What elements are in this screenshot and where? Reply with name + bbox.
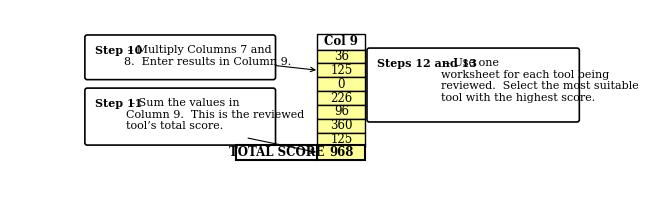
Text: 226: 226 [330, 92, 353, 105]
Text: Col 9: Col 9 [325, 35, 358, 48]
Text: Step 10: Step 10 [95, 45, 142, 56]
FancyBboxPatch shape [318, 63, 365, 77]
Text: Step 11: Step 11 [95, 98, 142, 109]
Text: – Use one
worksheet for each tool being
reviewed.  Select the most suitable
tool: – Use one worksheet for each tool being … [441, 58, 638, 103]
FancyBboxPatch shape [318, 50, 365, 63]
FancyBboxPatch shape [85, 88, 275, 145]
FancyBboxPatch shape [318, 133, 365, 147]
FancyBboxPatch shape [318, 91, 365, 105]
Text: 36: 36 [334, 50, 349, 63]
Text: – Sum the values in
Column 9.  This is the reviewed
tool’s total score.: – Sum the values in Column 9. This is th… [126, 98, 304, 131]
FancyBboxPatch shape [85, 35, 275, 80]
Text: 968: 968 [329, 146, 354, 159]
Text: Steps 12 and 13: Steps 12 and 13 [377, 58, 477, 69]
Text: 125: 125 [330, 133, 353, 146]
FancyBboxPatch shape [318, 105, 365, 119]
FancyBboxPatch shape [318, 119, 365, 133]
FancyBboxPatch shape [318, 34, 365, 50]
Text: 360: 360 [330, 119, 353, 132]
Text: 125: 125 [330, 64, 353, 77]
FancyBboxPatch shape [367, 48, 579, 122]
FancyBboxPatch shape [236, 145, 317, 161]
FancyBboxPatch shape [318, 77, 365, 91]
Text: 0: 0 [338, 78, 345, 91]
FancyBboxPatch shape [318, 145, 365, 161]
Text: – Multiply Columns 7 and
8.  Enter results in Column 9.: – Multiply Columns 7 and 8. Enter result… [124, 45, 291, 67]
Text: TOTAL SCORE: TOTAL SCORE [229, 146, 324, 159]
Text: 96: 96 [334, 105, 349, 119]
